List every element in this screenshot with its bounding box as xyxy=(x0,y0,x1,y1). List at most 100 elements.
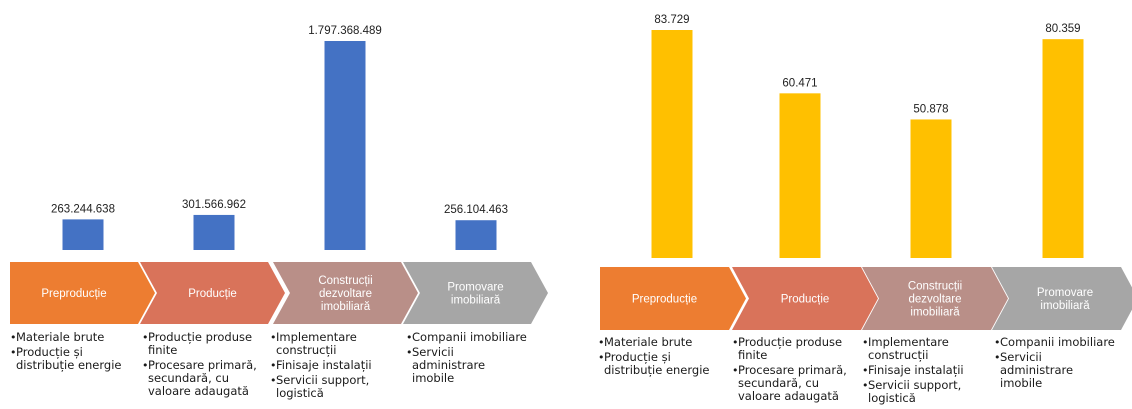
bullet-dot-icon: • xyxy=(406,346,413,359)
bullet-text: Servicii support, logistică xyxy=(868,378,962,405)
data-label: 60.471 xyxy=(782,77,817,89)
bar xyxy=(324,41,366,250)
bullet-text: Producție produse finite xyxy=(738,335,843,362)
data-label: 301.566.962 xyxy=(182,199,246,211)
bullet-item: • Servicii administrare imobile xyxy=(406,346,528,385)
stage-label: imobiliară xyxy=(1040,300,1090,312)
bullet-dot-icon: • xyxy=(406,331,413,344)
bullet-dot-icon: • xyxy=(142,359,149,372)
data-label: 1.797.368.489 xyxy=(308,25,382,37)
stage-label: Construcții xyxy=(908,281,962,293)
bullet-item: • Implementare construcții xyxy=(270,331,392,357)
bullet-item: • Producție și distribuție energie xyxy=(598,351,726,377)
stage-label: Construcții xyxy=(318,275,372,287)
bullet-dot-icon: • xyxy=(270,359,277,372)
stage-bullet-list: • Implementare construcții • Finisaje insta… xyxy=(862,336,984,407)
stage-bullet-list: • Producție produse finite • Procesare prim… xyxy=(142,331,264,400)
stage-bullet-list: • Materiale brute • Producție și distribuți… xyxy=(598,336,726,379)
bullet-text: Servicii administrare imobile xyxy=(1000,350,1074,390)
stage-bullet-list: • Materiale brute • Producție și distribuți… xyxy=(10,331,138,374)
bar xyxy=(1042,39,1084,258)
bullet-dot-icon: • xyxy=(862,364,869,377)
stage-label: imobiliară xyxy=(321,301,371,313)
bullet-dot-icon: • xyxy=(994,351,1001,364)
bullet-text: Servicii support, logistică xyxy=(276,373,370,400)
bullet-text: Procesare primară, secundară, cu valoare… xyxy=(738,363,847,403)
bullet-item: • Producție și distribuție energie xyxy=(10,346,138,372)
stage-arrow xyxy=(600,267,746,330)
stage-label: dezvoltare xyxy=(908,294,961,306)
bullet-item: • Finisaje instalații xyxy=(270,358,392,373)
bullet-item: • Procesare primară, secundară, cu valoar… xyxy=(732,364,854,403)
bullet-text: Companii imobiliare xyxy=(412,330,527,344)
data-label: 263.244.638 xyxy=(51,203,115,215)
stage-label: Producție xyxy=(188,288,237,300)
bullet-dot-icon: • xyxy=(862,336,869,349)
bullet-text: Companii imobiliare xyxy=(1000,335,1115,349)
bullet-item: • Producție produse finite xyxy=(142,331,264,357)
bullet-dot-icon: • xyxy=(10,331,17,344)
bullet-text: Materiale brute xyxy=(604,335,693,349)
bullet-text: Servicii administrare imobile xyxy=(412,345,486,385)
stage-arrow xyxy=(862,267,1008,330)
bullet-dot-icon: • xyxy=(598,336,605,349)
bullet-item: • Companii imobiliare xyxy=(406,330,528,345)
bullet-text: Materiale brute xyxy=(16,330,105,344)
bullet-item: • Procesare primară, secundară, cu valoar… xyxy=(142,359,264,398)
bullet-text: Producție și distribuție energie xyxy=(16,345,122,372)
bullet-item: • Servicii support, logistică xyxy=(270,374,392,400)
bullet-text: Producție și distribuție energie xyxy=(604,350,710,377)
stage-arrow xyxy=(10,262,155,324)
bullet-text: Producție produse finite xyxy=(148,330,253,357)
stage-label: Promovare xyxy=(447,282,503,294)
bar xyxy=(651,30,693,258)
bullet-dot-icon: • xyxy=(270,374,277,387)
bullet-text: Procesare primară, secundară, cu valoare… xyxy=(148,358,257,398)
stage-bullet-list: • Implementare construcții • Finisaje insta… xyxy=(270,331,392,402)
stage-arrow xyxy=(732,267,878,330)
data-label: 83.729 xyxy=(654,14,689,26)
stage-label: dezvoltare xyxy=(319,288,372,300)
stage-arrow xyxy=(403,262,548,324)
bullet-dot-icon: • xyxy=(732,364,739,377)
bullet-dot-icon: • xyxy=(142,331,149,344)
stage-label: Preproducție xyxy=(632,294,697,306)
stage-arrow xyxy=(992,267,1132,330)
bullet-item: • Materiale brute xyxy=(10,330,138,345)
bar xyxy=(193,214,235,250)
stage-bullet-list: • Companii imobiliare • Servicii administra… xyxy=(406,331,528,387)
bullet-dot-icon: • xyxy=(10,346,17,359)
bar xyxy=(779,93,821,258)
bullet-dot-icon: • xyxy=(862,379,869,392)
bar xyxy=(455,220,497,250)
bullet-item: • Implementare construcții xyxy=(862,336,984,362)
bullet-item: • Materiale brute xyxy=(598,335,726,350)
stage-arrow xyxy=(273,262,418,324)
stage-label: Preproducție xyxy=(41,288,106,300)
bullet-item: • Finisaje instalații xyxy=(862,363,984,378)
bullet-dot-icon: • xyxy=(732,336,739,349)
bullet-item: • Producție produse finite xyxy=(732,336,854,362)
data-label: 50.878 xyxy=(913,103,948,115)
bullet-item: • Companii imobiliare xyxy=(994,335,1116,350)
bullet-item: • Servicii administrare imobile xyxy=(994,351,1116,390)
bar xyxy=(910,119,952,259)
stage-arrow xyxy=(140,262,285,324)
bar xyxy=(62,219,104,250)
stage-label: imobiliară xyxy=(910,307,960,319)
stage-label: imobiliară xyxy=(451,295,501,307)
stage-label: Promovare xyxy=(1037,287,1093,299)
stage-bullet-list: • Producție produse finite • Procesare prim… xyxy=(732,336,854,405)
bullet-dot-icon: • xyxy=(994,336,1001,349)
bullet-text: Finisaje instalații xyxy=(276,358,372,372)
data-label: 80.359 xyxy=(1045,23,1080,35)
bullet-dot-icon: • xyxy=(270,331,277,344)
data-label: 256.104.463 xyxy=(444,204,508,216)
bullet-text: Finisaje instalații xyxy=(868,363,964,377)
bullet-item: • Servicii support, logistică xyxy=(862,379,984,405)
bullet-text: Implementare construcții xyxy=(868,335,949,362)
stage-bullet-list: • Companii imobiliare • Servicii administra… xyxy=(994,336,1116,392)
bullet-dot-icon: • xyxy=(598,351,605,364)
stage-label: Producție xyxy=(781,294,830,306)
